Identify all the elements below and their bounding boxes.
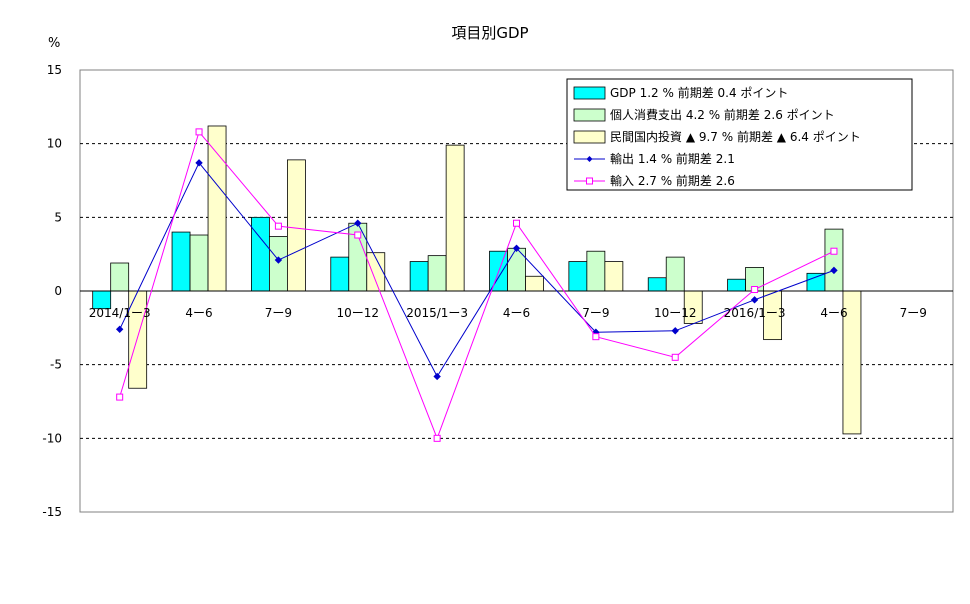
- line-point-2-10: [830, 247, 838, 255]
- legend-entry-label: GDP 1.2 % 前期差 0.4 ポイント: [610, 85, 788, 100]
- line-series-group: [115, 128, 838, 442]
- y-tick-label: -5: [50, 358, 62, 372]
- legend-entry-label: 輸出 1.4 % 前期差 2.1: [610, 151, 735, 166]
- line-point-2-2: [195, 128, 203, 136]
- line-point-2-6: [513, 219, 520, 227]
- line-point-2-8: [671, 353, 679, 361]
- bar-2-8: [665, 256, 685, 292]
- x-category-label: 10ー12: [654, 306, 697, 320]
- bar-1-5: [409, 261, 429, 292]
- y-tick-label: -10: [42, 431, 62, 445]
- line-point-2-1: [116, 393, 124, 401]
- line-point-1-4: [354, 219, 362, 227]
- line-point-2-7: [592, 333, 600, 341]
- chart-title: 項目別GDP: [451, 24, 528, 42]
- bar-2-7: [586, 250, 606, 292]
- bar-1-3: [251, 216, 270, 292]
- bar-1-2: [171, 231, 191, 292]
- line-point-1-3: [274, 256, 283, 264]
- bar-2-1: [110, 262, 130, 292]
- bar-1-9: [727, 278, 746, 292]
- line-point-1-9: [750, 296, 759, 304]
- legend-entry-label: 輸入 2.7 % 前期差 2.6: [610, 173, 735, 188]
- legend-entry-label: 民間国内投資 ▲ 9.7 % 前期差 ▲ 6.4 ポイント: [610, 129, 861, 144]
- line-point-2-4: [354, 231, 362, 239]
- bar-3-3: [287, 159, 306, 292]
- x-axis-category-labels: 2014/1ー3 4ー6 7ー9 10ー12 2015/1ー3 4ー6 7ー9 10ー12 20…: [89, 306, 927, 320]
- line-point-1-8: [671, 327, 679, 335]
- line-point-2-5: [433, 434, 441, 442]
- line-point-1-1: [115, 325, 124, 334]
- line-point-1-2: [195, 159, 203, 167]
- line-point-1-5: [433, 372, 441, 381]
- bar-3-2: [207, 125, 227, 292]
- x-category-label: 10ー12: [336, 306, 379, 320]
- line-point-1-10: [830, 266, 838, 275]
- bar-1-10: [806, 272, 826, 292]
- x-category-label: 7ー9: [582, 306, 609, 320]
- legend-entry-label: 個人消費支出 4.2 % 前期差 2.6 ポイント: [610, 107, 835, 122]
- x-category-label: 4ー6: [185, 306, 212, 320]
- line-point-2-3: [274, 222, 282, 230]
- x-category-label: 7ー9: [265, 306, 292, 320]
- y-tick-label: 5: [54, 210, 62, 224]
- bar-1-4: [330, 256, 350, 292]
- legend-swatch: [573, 130, 606, 144]
- x-category-label: 2015/1ー3: [406, 306, 468, 320]
- legend-marker: [586, 177, 593, 185]
- line-point-1-6: [512, 244, 521, 252]
- line-point-2-9: [751, 286, 759, 294]
- y-tick-label: 0: [54, 284, 62, 298]
- bar-2-5: [427, 255, 447, 292]
- y-tick-label: 15: [47, 63, 62, 77]
- y-axis-ticks: -15 -10 -5 0 5 10 15: [42, 63, 62, 519]
- bar-3-5: [445, 144, 465, 292]
- bar-1-8: [647, 277, 667, 292]
- legend-marker: [586, 156, 593, 162]
- legend-box: [566, 78, 913, 191]
- legend-swatch: [573, 86, 606, 100]
- x-category-label: 4ー6: [820, 306, 847, 320]
- bar-2-10: [824, 228, 844, 292]
- x-category-label: 2016/1ー3: [724, 306, 786, 320]
- bar-3-7: [604, 261, 624, 292]
- line-series-1: [119, 161, 835, 378]
- y-tick-label: -15: [42, 505, 62, 519]
- bar-3-6: [525, 275, 544, 292]
- x-category-label: 2014/1ー3: [89, 306, 151, 320]
- y-axis-unit-label: %: [48, 36, 60, 51]
- x-category-label: 7ー9: [900, 306, 927, 320]
- line-series-2: [119, 130, 835, 440]
- bar-1-7: [568, 261, 588, 292]
- y-tick-label: 10: [47, 137, 62, 151]
- legend-swatch: [573, 108, 606, 122]
- bar-2-2: [189, 234, 209, 292]
- x-category-label: 4ー6: [503, 306, 530, 320]
